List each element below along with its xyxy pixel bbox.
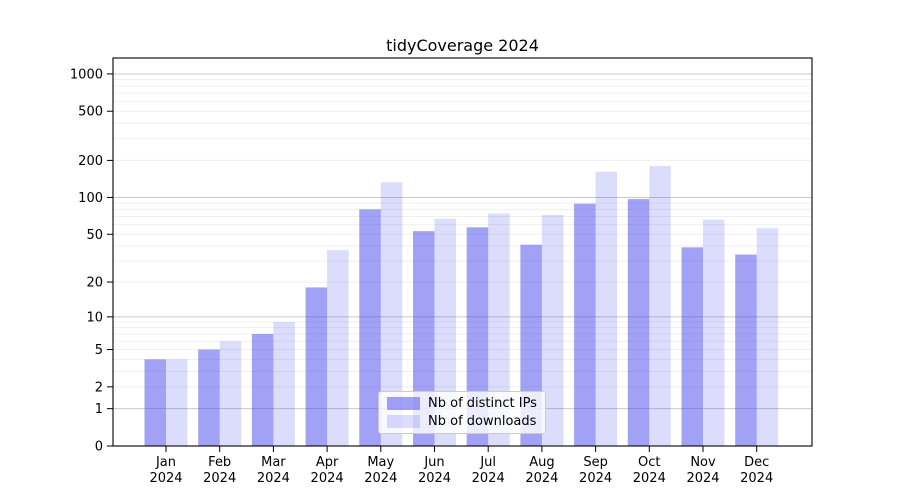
bar-downloads (488, 213, 510, 446)
x-tick-label-year: 2024 (633, 471, 666, 486)
x-tick-label-year: 2024 (311, 471, 344, 486)
y-tick-label: 10 (86, 310, 103, 325)
x-tick-label-year: 2024 (579, 471, 612, 486)
bar-ips (144, 359, 166, 446)
bar-downloads (380, 182, 403, 446)
y-tick-label: 1 (95, 402, 103, 417)
bar-ips (735, 254, 757, 446)
y-tick-label: 20 (86, 276, 103, 291)
x-tick-label-month: Jun (423, 455, 444, 470)
y-tick-label: 2 (95, 380, 103, 395)
bar-downloads (703, 219, 725, 446)
bar-downloads (166, 359, 188, 446)
bar-downloads (273, 322, 295, 446)
y-tick-label: 50 (86, 228, 103, 243)
bar-ips (681, 247, 703, 446)
x-tick-label-month: Apr (316, 455, 339, 470)
bar-ips (251, 334, 274, 446)
x-tick-label-year: 2024 (740, 471, 773, 486)
x-tick-label-month: Oct (638, 455, 660, 470)
y-tick-label: 200 (78, 154, 103, 169)
x-tick-label-year: 2024 (203, 471, 236, 486)
legend-item-downloads: Nb of downloads (387, 414, 545, 429)
bar-downloads (434, 218, 456, 446)
bar-ips (359, 209, 381, 446)
bar-downloads (219, 341, 242, 446)
y-tick-label: 0 (95, 440, 103, 455)
legend: Nb of distinct IPs Nb of downloads (378, 391, 546, 434)
x-tick-label-month: Mar (261, 455, 286, 470)
chart-title: tidyCoverage 2024 (386, 36, 539, 55)
y-tick-label: 500 (78, 105, 103, 120)
legend-swatch-downloads (387, 415, 420, 428)
x-tick-label-month: Nov (690, 455, 716, 470)
x-tick-label-month: Aug (529, 455, 554, 470)
x-tick-label-year: 2024 (364, 471, 397, 486)
bar-downloads (327, 250, 349, 446)
bar-ips (574, 203, 596, 446)
legend-label-ips: Nb of distinct IPs (428, 396, 537, 411)
x-tick-label-month: May (367, 455, 394, 470)
bar-ips (305, 287, 328, 446)
x-tick-label-year: 2024 (472, 471, 505, 486)
x-tick-label-month: Jan (155, 455, 176, 470)
y-tick-label: 100 (78, 191, 103, 206)
legend-swatch-ips (387, 397, 420, 410)
x-tick-label-month: Dec (744, 455, 769, 470)
legend-item-ips: Nb of distinct IPs (387, 396, 545, 411)
x-tick-label-month: Sep (583, 455, 608, 470)
x-tick-label-year: 2024 (525, 471, 558, 486)
x-tick-label-year: 2024 (418, 471, 451, 486)
bar-downloads (756, 228, 779, 446)
bar-downloads (595, 171, 618, 447)
bar-ips (627, 199, 650, 446)
y-tick-label: 1000 (70, 67, 103, 82)
axis-frame (112, 57, 813, 447)
bar-downloads (649, 166, 671, 446)
x-tick-label-year: 2024 (149, 471, 182, 486)
x-tick-label-year: 2024 (257, 471, 290, 486)
bar-ips (198, 349, 220, 446)
legend-label-downloads: Nb of downloads (428, 414, 537, 429)
x-tick-label-month: Feb (208, 455, 231, 470)
x-tick-label-month: Jul (479, 455, 496, 470)
bar-downloads (541, 214, 564, 446)
y-tick-label: 5 (95, 343, 103, 358)
x-tick-label-year: 2024 (686, 471, 719, 486)
